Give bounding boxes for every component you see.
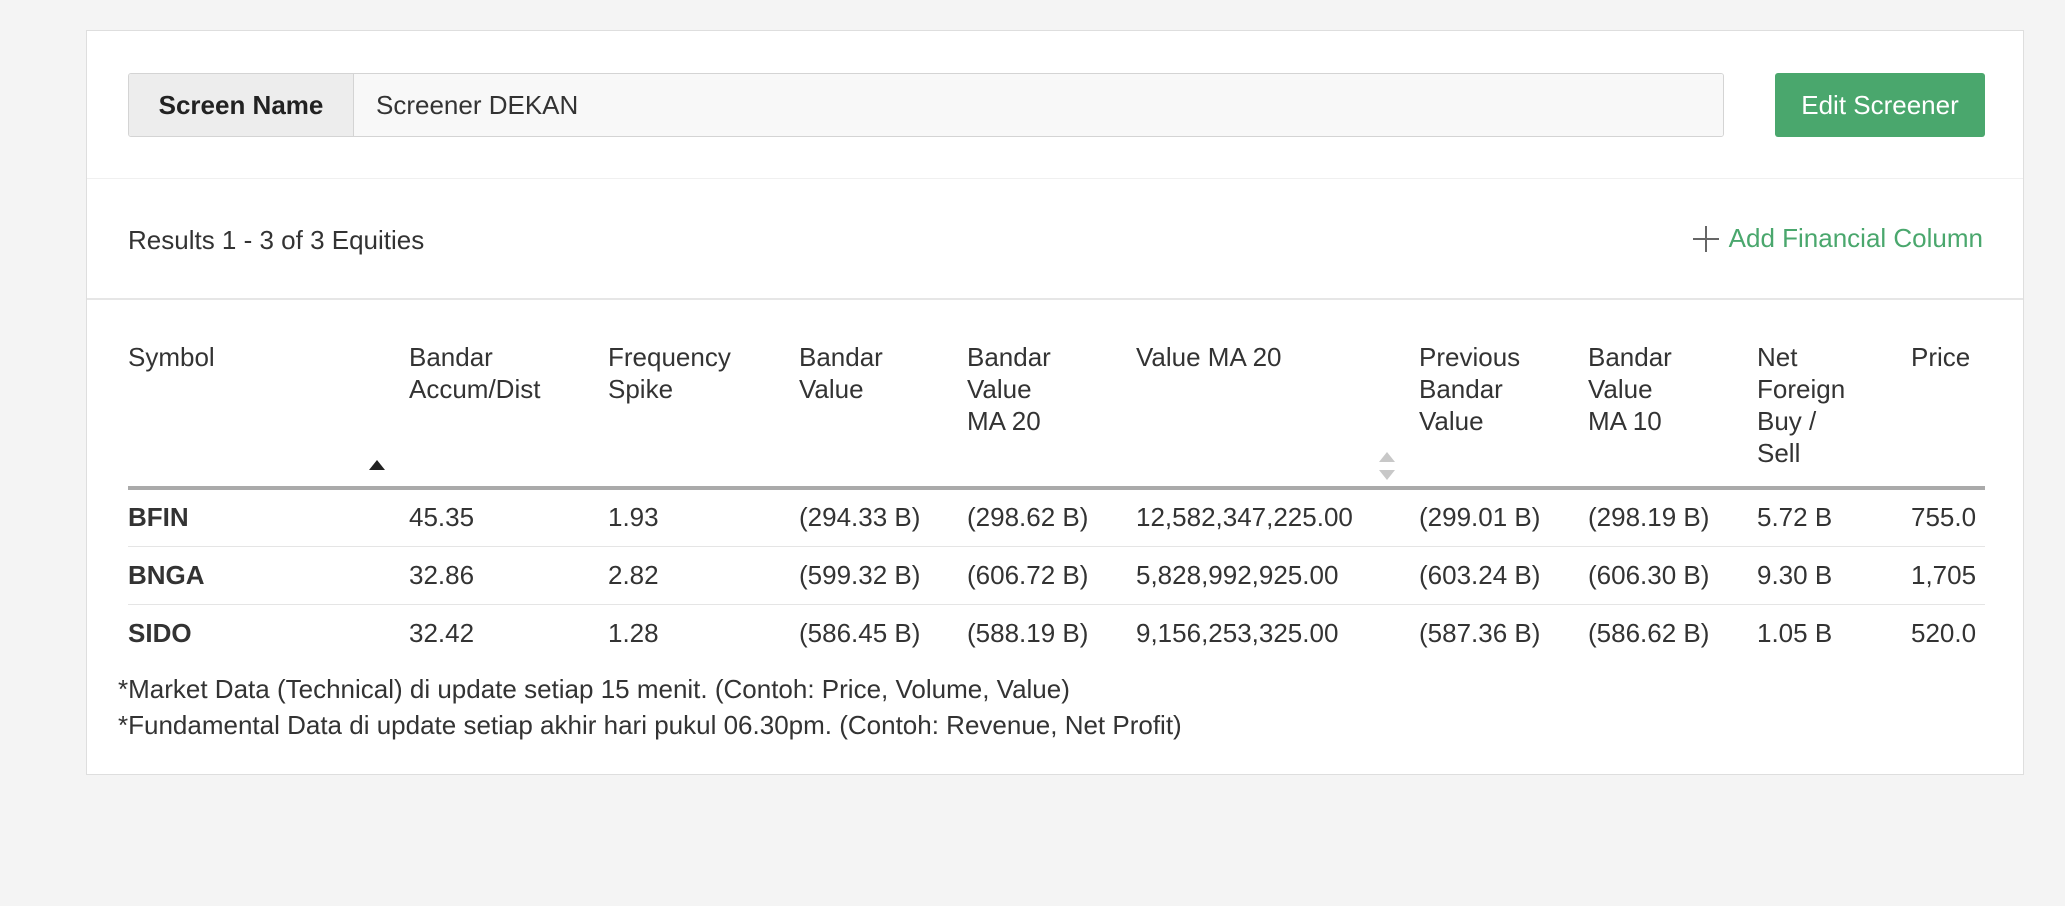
table-cell: 9.30 B: [1757, 546, 1911, 605]
table-cell: (599.32 B): [799, 546, 967, 605]
table-cell: (603.24 B): [1419, 546, 1588, 605]
column-header-price[interactable]: Price: [1911, 301, 1985, 490]
results-table-container[interactable]: Symbol Bandar Accum/Dist Frequency Spike…: [128, 301, 1985, 661]
screen-name-input[interactable]: [354, 74, 1723, 136]
table-cell: (299.01 B): [1419, 488, 1588, 547]
table-cell: 1.05 B: [1757, 604, 1911, 661]
table-cell: 32.86: [409, 546, 608, 605]
footnote-fundamental-data: *Fundamental Data di update setiap akhir…: [118, 710, 1182, 740]
table-cell: 520.0: [1911, 604, 1985, 661]
table-cell: (606.30 B): [1588, 546, 1757, 605]
symbol-cell[interactable]: SIDO: [128, 604, 409, 661]
symbol-cell[interactable]: BFIN: [128, 488, 409, 547]
table-cell: (588.19 B): [967, 604, 1136, 661]
column-header-frequency-spike[interactable]: Frequency Spike: [608, 301, 799, 490]
column-header-value-ma20[interactable]: Value MA 20: [1136, 301, 1419, 490]
column-header-bandar-value[interactable]: Bandar Value: [799, 301, 967, 490]
plus-icon: [1692, 225, 1719, 252]
table-cell: (298.62 B): [967, 488, 1136, 547]
screen-name-group: Screen Name: [128, 73, 1724, 137]
footnotes: *Market Data (Technical) di update setia…: [118, 671, 1182, 743]
results-summary: Results 1 - 3 of 3 Equities: [128, 225, 425, 255]
table-cell: 1.93: [608, 488, 799, 547]
table-cell: 9,156,253,325.00: [1136, 604, 1419, 661]
screener-header: Screen Name Edit Screener: [87, 31, 2023, 179]
column-header-bandar-value-ma10[interactable]: Bandar Value MA 10: [1588, 301, 1757, 490]
results-table: Symbol Bandar Accum/Dist Frequency Spike…: [128, 301, 1985, 661]
table-cell: 1.28: [608, 604, 799, 661]
table-cell: (586.62 B): [1588, 604, 1757, 661]
table-cell: 1,705: [1911, 546, 1985, 605]
column-header-bandar-value-ma20[interactable]: Bandar Value MA 20: [967, 301, 1136, 490]
table-row[interactable]: BFIN 45.35 1.93 (294.33 B) (298.62 B) 12…: [128, 488, 1985, 547]
table-cell: (294.33 B): [799, 488, 967, 547]
symbol-cell[interactable]: BNGA: [128, 546, 409, 605]
column-header-symbol[interactable]: Symbol: [128, 301, 409, 490]
column-header-previous-bandar-value[interactable]: Previous Bandar Value: [1419, 301, 1588, 490]
table-cell: (606.72 B): [967, 546, 1136, 605]
table-cell: 32.42: [409, 604, 608, 661]
results-bar: Results 1 - 3 of 3 Equities Add Financia…: [87, 179, 2023, 300]
table-row[interactable]: BNGA 32.86 2.82 (599.32 B) (606.72 B) 5,…: [128, 546, 1985, 605]
table-cell: 755.0: [1911, 488, 1985, 547]
table-cell: 2.82: [608, 546, 799, 605]
table-cell: (587.36 B): [1419, 604, 1588, 661]
sort-toggle-icon[interactable]: [1379, 452, 1395, 480]
sort-ascending-icon[interactable]: [369, 460, 385, 470]
table-header-row: Symbol Bandar Accum/Dist Frequency Spike…: [128, 301, 1985, 490]
screener-card: Screen Name Edit Screener Results 1 - 3 …: [86, 30, 2024, 775]
table-cell: 12,582,347,225.00: [1136, 488, 1419, 547]
add-financial-column-label: Add Financial Column: [1728, 223, 1983, 253]
edit-screener-button[interactable]: Edit Screener: [1775, 73, 1985, 137]
table-cell: 45.35: [409, 488, 608, 547]
table-row[interactable]: SIDO 32.42 1.28 (586.45 B) (588.19 B) 9,…: [128, 604, 1985, 661]
column-header-net-foreign-buy-sell[interactable]: Net Foreign Buy / Sell: [1757, 301, 1911, 490]
table-cell: (586.45 B): [799, 604, 967, 661]
footnote-market-data: *Market Data (Technical) di update setia…: [118, 674, 1070, 704]
table-cell: 5,828,992,925.00: [1136, 546, 1419, 605]
table-cell: (298.19 B): [1588, 488, 1757, 547]
column-header-bandar-accum-dist[interactable]: Bandar Accum/Dist: [409, 301, 608, 490]
add-financial-column-button[interactable]: Add Financial Column: [1692, 223, 1983, 254]
screen-name-label: Screen Name: [129, 74, 354, 136]
table-cell: 5.72 B: [1757, 488, 1911, 547]
